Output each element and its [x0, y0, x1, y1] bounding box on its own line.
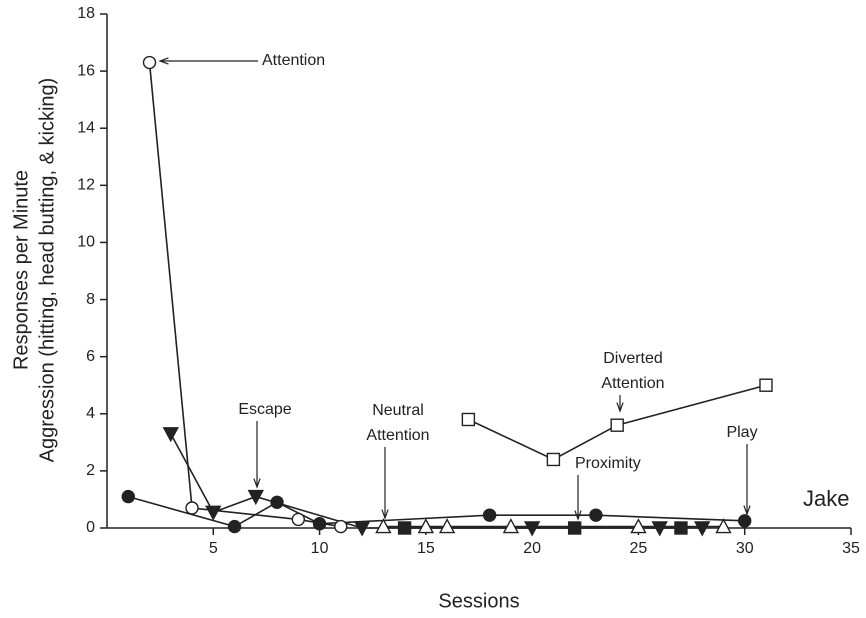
- marker: [523, 521, 541, 537]
- marker: [630, 518, 647, 534]
- marker: [438, 518, 456, 534]
- marker: [502, 518, 520, 534]
- y-axis-label: Aggression (hitting, head butting, & kic…: [36, 78, 58, 463]
- marker: [185, 501, 199, 515]
- marker: [247, 489, 264, 506]
- marker: [715, 518, 732, 534]
- y-tick-label: 16: [77, 62, 95, 79]
- y-tick-label: 14: [77, 119, 95, 136]
- annotation: Jake: [803, 486, 849, 511]
- marker: [312, 517, 327, 531]
- marker: [417, 518, 435, 534]
- x-tick-label: 30: [736, 540, 754, 557]
- y-tick-label: 4: [86, 405, 95, 422]
- marker: [546, 452, 561, 467]
- arrow-head: [743, 505, 751, 516]
- arrow-head: [253, 478, 261, 489]
- y-tick-label: 2: [86, 462, 95, 479]
- marker: [461, 412, 476, 427]
- y-tick-label: 6: [86, 348, 95, 365]
- series-line: [148, 62, 341, 528]
- y-tick-label: 10: [77, 234, 95, 251]
- x-tick-label: 25: [630, 540, 648, 557]
- marker: [397, 521, 412, 535]
- marker: [205, 505, 222, 521]
- x-tick-label: 20: [523, 540, 541, 557]
- annotation: Proximity: [575, 455, 641, 472]
- y-tick-label: 0: [86, 519, 95, 536]
- marker: [610, 418, 624, 432]
- annotation: Escape: [238, 401, 291, 418]
- y-tick-label: 18: [77, 5, 95, 22]
- marker: [759, 378, 773, 392]
- arrow-head: [381, 509, 389, 520]
- annotation: Attention: [366, 427, 429, 444]
- marker: [738, 514, 752, 528]
- marker: [694, 521, 711, 537]
- x-tick-label: 35: [842, 540, 860, 557]
- marker: [334, 519, 348, 534]
- y-tick-label: 8: [86, 291, 95, 308]
- marker: [674, 521, 688, 535]
- series-line: [468, 384, 767, 461]
- annotation: Attention: [601, 375, 664, 392]
- annotation: Attention: [262, 52, 325, 69]
- x-tick-label: 5: [209, 540, 218, 557]
- y-axis-label: Responses per Minute: [10, 170, 32, 370]
- marker: [270, 495, 284, 509]
- marker: [482, 508, 497, 522]
- marker: [121, 489, 135, 504]
- x-axis-label: Sessions: [438, 590, 519, 612]
- marker: [375, 518, 392, 534]
- marker: [227, 519, 242, 534]
- marker: [651, 521, 668, 537]
- annotation: Neutral: [372, 402, 424, 419]
- marker: [142, 55, 157, 70]
- annotation: Play: [726, 424, 757, 441]
- x-tick-label: 15: [417, 540, 435, 557]
- arrow-head: [574, 510, 582, 521]
- marker: [567, 521, 582, 535]
- marker: [291, 512, 306, 527]
- y-tick-label: 12: [77, 177, 95, 194]
- x-tick-label: 10: [311, 540, 329, 557]
- marker: [162, 427, 179, 443]
- marker: [589, 508, 603, 522]
- marker: [353, 521, 371, 537]
- arrow-head: [158, 57, 169, 65]
- arrow-head: [616, 402, 624, 413]
- annotation: Diverted: [603, 350, 663, 367]
